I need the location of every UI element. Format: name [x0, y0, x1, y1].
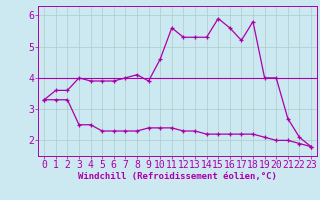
X-axis label: Windchill (Refroidissement éolien,°C): Windchill (Refroidissement éolien,°C) [78, 172, 277, 181]
